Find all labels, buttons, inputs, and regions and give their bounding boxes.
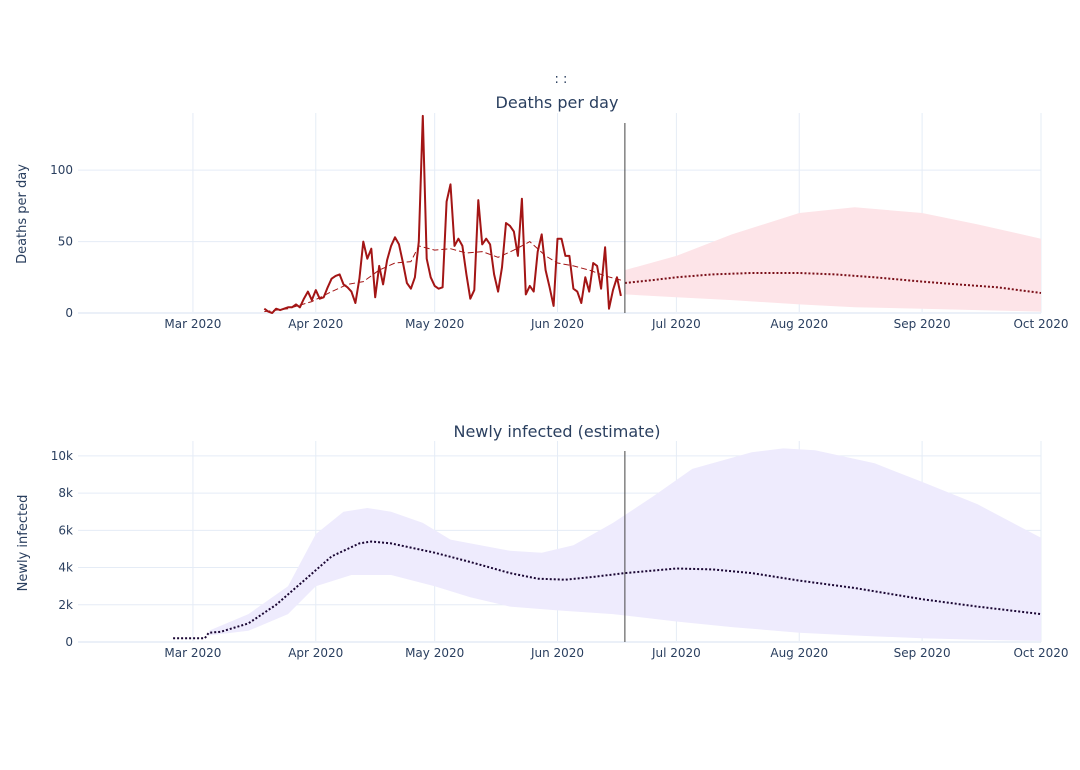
y-tick-label: 10k xyxy=(51,449,73,463)
deaths-rolling-average-line xyxy=(264,240,622,313)
infected-lines xyxy=(173,540,1042,640)
deaths-chart-title: Deaths per day xyxy=(496,93,619,112)
y-tick-label: 50 xyxy=(58,235,73,249)
deaths-x-ticks: Mar 2020 Apr 2020 May 2020 Jun 2020 Jul 2020… xyxy=(164,317,1068,331)
infected-chart-title: Newly infected (estimate) xyxy=(453,422,660,441)
y-tick-label: 6k xyxy=(58,523,73,537)
x-tick-label: Aug 2020 xyxy=(770,646,828,660)
deaths-observed-line xyxy=(263,114,622,314)
y-tick-label: 4k xyxy=(58,561,73,575)
x-tick-label: Jul 2020 xyxy=(651,646,701,660)
deaths-lines xyxy=(263,114,1042,314)
y-tick-label: 0 xyxy=(65,306,73,320)
x-tick-label: Jun 2020 xyxy=(530,317,584,331)
x-tick-label: Aug 2020 xyxy=(770,317,828,331)
x-tick-label: May 2020 xyxy=(405,646,464,660)
x-tick-label: Mar 2020 xyxy=(164,317,221,331)
y-tick-label: 2k xyxy=(58,598,73,612)
deaths-y-axis-label: Deaths per day xyxy=(15,164,30,264)
x-tick-label: Sep 2020 xyxy=(894,317,951,331)
y-tick-label: 8k xyxy=(58,486,73,500)
infected-y-axis-label: Newly infected xyxy=(16,495,31,592)
y-tick-label: 100 xyxy=(50,163,73,177)
y-tick-label: 0 xyxy=(65,635,73,649)
x-tick-label: Mar 2020 xyxy=(164,646,221,660)
infected-panel: Mar 2020 Apr 2020 May 2020 Jun 2020 Jul 2020… xyxy=(16,422,1069,660)
x-tick-label: Jul 2020 xyxy=(651,317,701,331)
x-tick-label: Jun 2020 xyxy=(530,646,584,660)
x-tick-label: May 2020 xyxy=(405,317,464,331)
infected-estimate-line xyxy=(173,540,1042,640)
figure-title: : : xyxy=(555,72,568,87)
deaths-forecast-band xyxy=(624,207,1041,312)
x-tick-label: Apr 2020 xyxy=(288,646,343,660)
x-tick-label: Apr 2020 xyxy=(288,317,343,331)
x-tick-label: Oct 2020 xyxy=(1013,646,1068,660)
deaths-forecast-line xyxy=(624,272,1042,294)
deaths-y-ticks: 0 50 100 xyxy=(50,163,73,320)
x-tick-label: Sep 2020 xyxy=(894,646,951,660)
deaths-forecast-band-area xyxy=(624,207,1041,312)
x-tick-label: Oct 2020 xyxy=(1013,317,1068,331)
infected-y-ticks: 0 2k 4k 6k 8k 10k xyxy=(51,449,73,649)
infected-x-ticks: Mar 2020 Apr 2020 May 2020 Jun 2020 Jul 2020… xyxy=(164,646,1068,660)
deaths-panel: Mar 2020 Apr 2020 May 2020 Jun 2020 Jul 2020… xyxy=(15,93,1069,331)
